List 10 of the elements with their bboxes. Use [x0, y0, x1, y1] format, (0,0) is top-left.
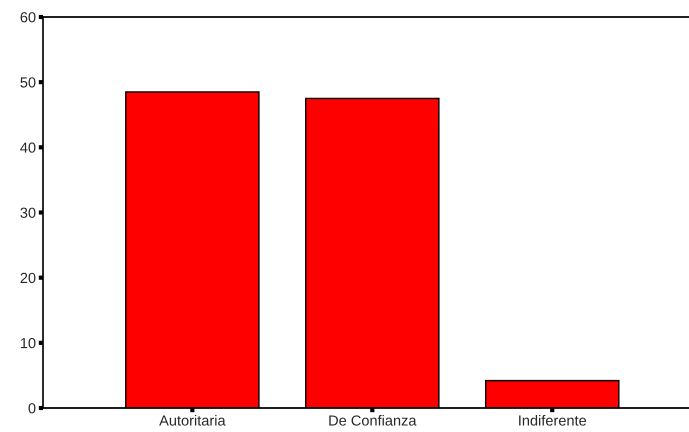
- y-tick-label: 50: [20, 77, 36, 88]
- y-tick-label: 30: [20, 208, 36, 218]
- y-tick-label: 40: [20, 142, 36, 153]
- x-tick-label: Autoritaria: [159, 414, 226, 426]
- y-tick-label: 10: [20, 338, 36, 348]
- y-tick-label: 60: [20, 12, 36, 22]
- x-tick-label: Indiferente: [519, 414, 586, 426]
- y-tick-label: 0: [28, 403, 36, 414]
- y-tick-label: 20: [20, 272, 36, 284]
- x-tick-label: De Confianza: [329, 414, 416, 426]
